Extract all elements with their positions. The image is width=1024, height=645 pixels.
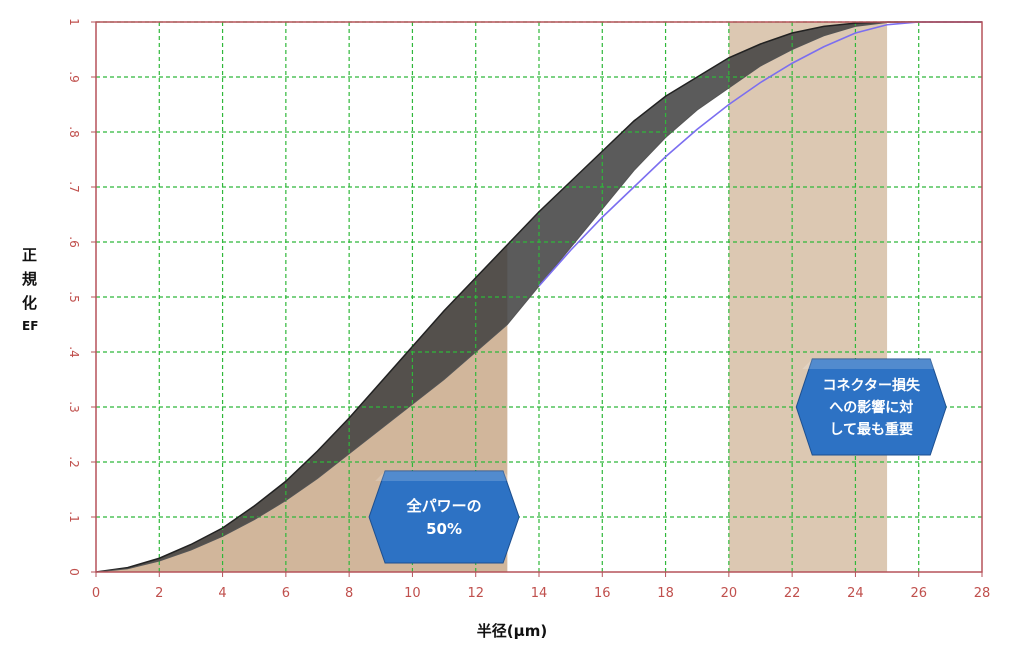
callout-connector-loss-shape — [795, 358, 947, 456]
y-tick-label: .1 — [67, 511, 81, 522]
x-tick-label: 12 — [467, 586, 484, 601]
shaded-region-connector-loss — [728, 22, 888, 572]
y-axis-label-line-4: EF — [22, 319, 39, 333]
x-tick-label: 2 — [155, 586, 163, 601]
callout-total-power-shape — [368, 470, 520, 564]
y-tick-label: 1 — [67, 18, 81, 26]
y-tick-label: .9 — [67, 71, 81, 82]
series-lower-line — [95, 21, 982, 573]
x-tick-label: 16 — [594, 586, 611, 601]
x-tick-label: 28 — [974, 586, 991, 601]
y-tick-label: .7 — [67, 181, 81, 192]
y-tick-label: .3 — [67, 401, 81, 412]
callout-total-power-text: 全パワーの — [406, 497, 482, 515]
x-tick-label: 10 — [404, 586, 421, 601]
y-tick-label: .5 — [67, 291, 81, 302]
callout-total-power-text: 50% — [426, 520, 462, 538]
y-tick-label: 0 — [67, 568, 81, 576]
callout-connector-loss-text: して最も重要 — [829, 421, 913, 438]
x-tick-label: 22 — [784, 586, 801, 601]
x-tick-label: 14 — [531, 586, 548, 601]
x-tick-label: 20 — [721, 586, 738, 601]
y-axis-label-line-1: 正 — [22, 246, 38, 264]
x-tick-label: 8 — [345, 586, 353, 601]
x-tick-label: 4 — [218, 586, 226, 601]
series-purple-line — [538, 21, 982, 287]
y-tick-label: .8 — [67, 126, 81, 137]
callout-connector-loss-highlight — [802, 359, 941, 369]
x-tick-label: 0 — [92, 586, 100, 601]
series-upper-line — [95, 21, 982, 573]
y-axis-label-line-2: 規 — [22, 270, 38, 288]
x-axis-label: 半径(µm) — [476, 622, 548, 640]
callout-total-power-highlight — [375, 471, 514, 481]
x-tick-label: 18 — [657, 586, 674, 601]
y-tick-label: .2 — [67, 456, 81, 467]
x-tick-label: 26 — [910, 586, 927, 601]
y-tick-label: .6 — [67, 236, 81, 247]
callout-connector-loss-text: への影響に対 — [829, 399, 913, 416]
y-axis-label-line-3: 化 — [22, 294, 38, 312]
y-tick-label: .4 — [67, 346, 81, 357]
x-tick-label: 6 — [282, 586, 290, 601]
x-tick-label: 24 — [847, 586, 864, 601]
callout-connector-loss-text: コネクター損失 — [823, 377, 921, 394]
